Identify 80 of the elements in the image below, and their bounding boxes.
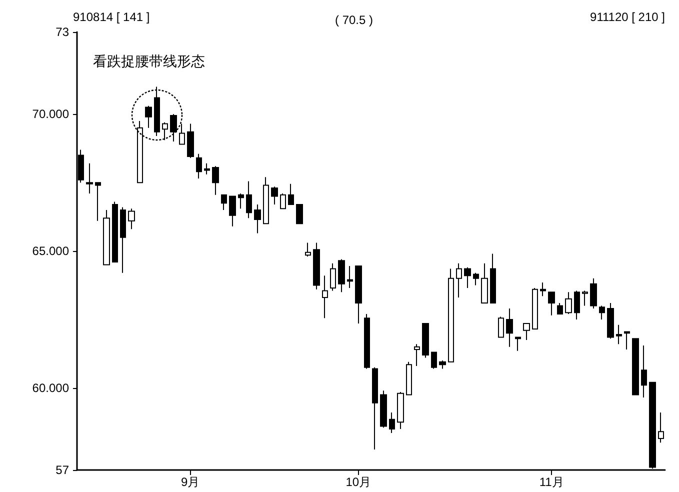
candlestick [616, 324, 622, 345]
candlestick [137, 120, 143, 184]
candlestick [347, 266, 353, 288]
candlestick [103, 209, 110, 266]
candlestick [162, 122, 168, 141]
candlestick [380, 390, 387, 428]
y-tick-label: 65.000 [32, 244, 70, 258]
x-tick-label: 9月 [181, 475, 200, 489]
candlestick [506, 308, 513, 348]
candlestick [145, 105, 152, 128]
candlestick [548, 292, 555, 316]
candlestick [238, 193, 244, 210]
candlestick [128, 208, 135, 230]
candlestick [582, 290, 588, 306]
candlestick [456, 262, 462, 298]
candlestick [95, 182, 101, 222]
candlestick [254, 204, 261, 234]
candlestick [406, 361, 412, 396]
candlestick [658, 412, 664, 444]
candlestick [271, 186, 278, 205]
candlestick [414, 344, 420, 366]
candlestick [515, 336, 521, 352]
candlestick [481, 262, 488, 304]
candlestick [590, 278, 597, 309]
candlestick [338, 258, 345, 293]
y-tick-label: 70.000 [32, 107, 70, 122]
candlestick [397, 391, 404, 430]
candlestick [532, 287, 538, 330]
candlestick [523, 323, 530, 340]
candlestick [422, 323, 429, 358]
x-tick-label: 10月 [346, 475, 372, 489]
chart-title: ( 70.5 ) [335, 13, 374, 27]
candlestick [229, 196, 236, 227]
candlestick [120, 206, 126, 274]
candlestick [170, 114, 177, 142]
candlestick [221, 194, 227, 210]
candlestick [288, 183, 294, 205]
candlestick [473, 272, 479, 286]
candlestick [112, 201, 118, 262]
candlestick [246, 180, 252, 219]
candlestick [574, 290, 580, 320]
annotation: 看跌捉腰带线形态 [93, 53, 205, 69]
candlestick [212, 166, 219, 196]
y-tick-label: 57 [56, 463, 70, 477]
candlestick [187, 123, 194, 158]
candlestick [540, 282, 546, 297]
candlestick [624, 331, 630, 350]
text: 910814 [ 141 ] [73, 10, 150, 24]
candlestick [464, 266, 471, 288]
candlestick [263, 176, 269, 224]
candlestick [557, 302, 563, 314]
candlestick [448, 268, 454, 362]
candlestick [389, 412, 395, 434]
text: 911120 [ 210 ] [590, 10, 665, 24]
candlestick [196, 153, 202, 179]
y-tick-label: 60.000 [32, 380, 70, 395]
candlestick [280, 193, 286, 210]
candlestick [154, 86, 160, 137]
candlestick [204, 162, 210, 175]
candlestick [607, 302, 614, 340]
candlestick [330, 262, 336, 292]
x-tick-label: 11月 [539, 475, 564, 489]
candlestick [599, 305, 605, 320]
candlestick [490, 253, 496, 304]
candlestick [641, 344, 647, 398]
candlestick [439, 360, 446, 370]
candlestick [296, 204, 303, 224]
candlestick [179, 123, 185, 145]
candlestick [498, 316, 504, 338]
candlestick [431, 352, 437, 370]
candlestick [305, 242, 311, 257]
candlestick [364, 313, 370, 370]
candlestick [632, 338, 639, 396]
candlestick [355, 266, 362, 324]
candlestick [86, 162, 93, 194]
candlestick [372, 366, 378, 450]
candlestick [565, 292, 572, 314]
candlestick [322, 275, 328, 319]
y-tick-label: 73 [56, 25, 70, 39]
candlestick [313, 242, 320, 290]
